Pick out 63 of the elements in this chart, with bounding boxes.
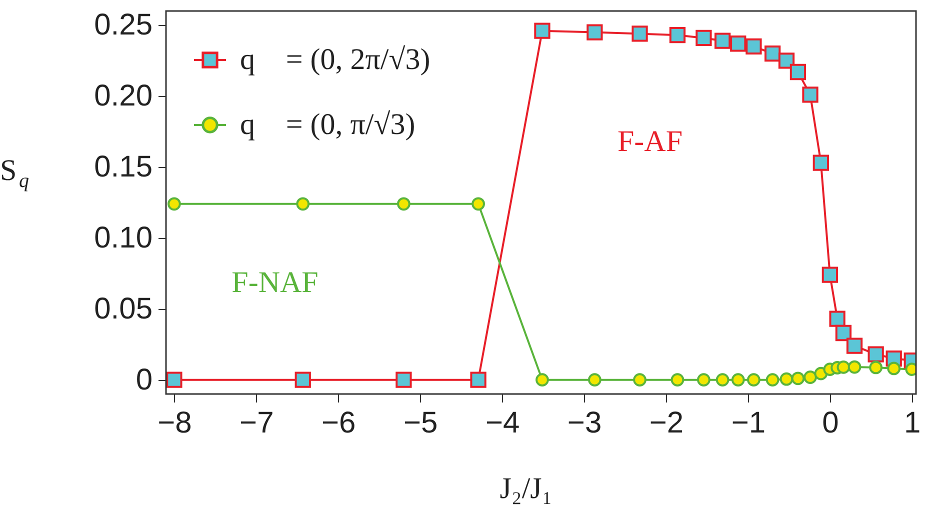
point — [166, 372, 182, 388]
point — [747, 373, 760, 387]
annotation: F-AF — [617, 125, 683, 158]
x-tick-label: −3 — [567, 406, 602, 440]
point — [730, 36, 746, 52]
x-tick-label: −6 — [322, 406, 356, 440]
point — [790, 64, 806, 80]
x-axis-title: J₂/J₁ — [500, 472, 552, 505]
x-tick-label: −2 — [649, 406, 684, 440]
point — [846, 338, 863, 354]
point — [294, 372, 311, 388]
point — [534, 22, 550, 39]
point — [869, 360, 883, 374]
point — [633, 373, 646, 387]
x-tick-label: −7 — [240, 406, 274, 440]
point — [586, 24, 603, 40]
point — [780, 372, 794, 386]
point — [396, 372, 412, 388]
x-tick-label: 1 — [904, 406, 921, 440]
point — [868, 346, 884, 362]
x-tick-label: −1 — [731, 406, 766, 440]
x-tick-label: −4 — [485, 406, 520, 440]
legend-label: q⃗ = (0, π/√3) — [240, 108, 416, 141]
point — [766, 373, 780, 387]
point — [835, 324, 852, 342]
point — [812, 154, 829, 171]
point — [836, 360, 850, 374]
point — [887, 362, 901, 376]
point — [802, 86, 818, 103]
point — [696, 30, 712, 46]
point — [746, 38, 762, 55]
x-tick-label: −8 — [158, 406, 192, 440]
point — [397, 197, 410, 211]
point — [632, 26, 648, 42]
y-tick-label: 0.10 — [94, 221, 152, 254]
y-tick-label: 0.05 — [94, 292, 152, 326]
y-tick-label: 0 — [136, 363, 152, 396]
legend-label: q⃗ = (0, 2π/√3) — [240, 43, 430, 76]
point — [296, 197, 310, 211]
point — [822, 266, 838, 283]
y-tick-label: 0.15 — [94, 150, 152, 184]
point — [697, 373, 710, 387]
point — [714, 32, 731, 49]
point — [731, 373, 745, 387]
point — [472, 197, 485, 211]
point — [670, 373, 684, 387]
point — [669, 27, 686, 44]
point — [716, 373, 730, 387]
annotation: F-NAF — [232, 266, 318, 299]
point — [829, 310, 846, 327]
y-tick-label: 0.20 — [94, 80, 152, 113]
point — [588, 373, 602, 387]
point — [791, 372, 805, 386]
point — [764, 45, 781, 62]
point — [167, 197, 181, 211]
point — [848, 360, 862, 374]
x-tick-label: −5 — [403, 406, 438, 440]
point — [536, 373, 549, 387]
point — [470, 372, 486, 388]
x-tick-label: 0 — [822, 406, 839, 440]
point — [804, 370, 817, 384]
point — [778, 52, 795, 69]
y-tick-label: 0.25 — [94, 8, 152, 42]
